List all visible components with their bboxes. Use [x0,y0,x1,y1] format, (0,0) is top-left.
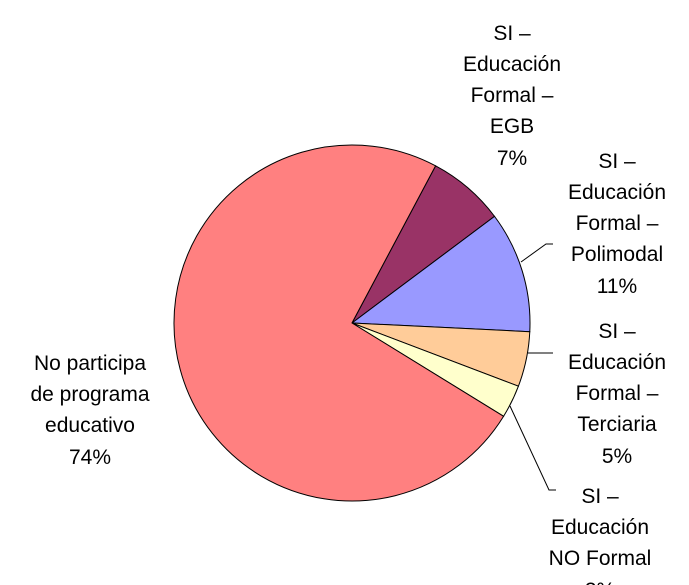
value-label: 3% [585,579,615,585]
value-label: 11% [597,275,637,298]
value-label: 5% [602,445,632,468]
slice [350,215,531,333]
slice [173,144,505,502]
leader-line [509,405,556,491]
leader-line [520,243,553,263]
value-label: 7% [497,147,527,170]
slice-label: SI – Educación Formal – EGB [463,22,561,138]
slice-label: SI – Educación Formal – Terciaria [568,320,666,436]
slices [173,144,531,502]
slice-label: No participa de programa educativo [30,352,149,437]
slice-label: SI – Educación Formal – Polimodal [568,150,666,266]
slice-label: SI – Educación NO Formal [549,485,652,570]
value-label: 74% [69,446,111,469]
